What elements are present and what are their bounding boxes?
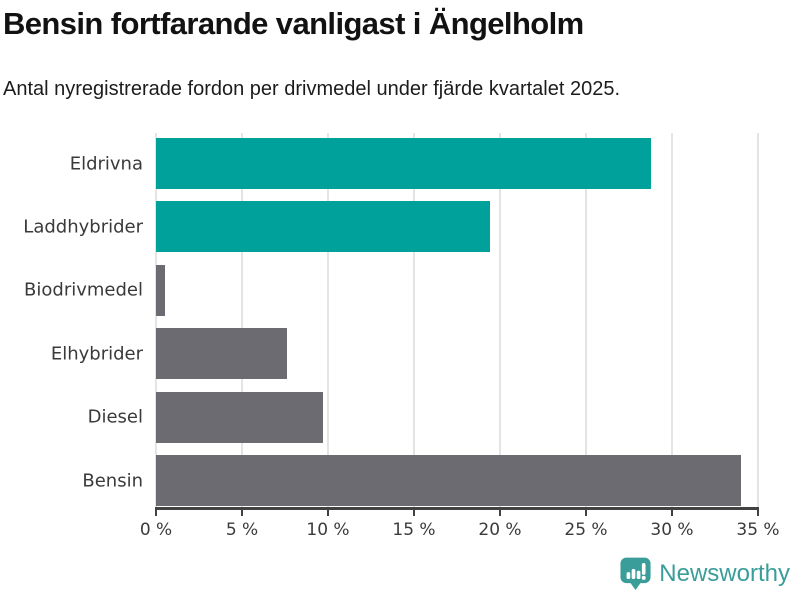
x-axis-tick-label: 0 %	[139, 520, 173, 540]
x-axis-tick-label: 30 %	[650, 520, 694, 540]
bar	[156, 328, 287, 380]
category-label: Biodrivmedel	[24, 279, 143, 301]
newsworthy-brand-text: Newsworthy	[659, 560, 790, 587]
x-axis-tick	[499, 510, 501, 516]
gridline	[757, 133, 759, 507]
x-axis-line	[155, 507, 759, 510]
x-axis-tick	[241, 510, 243, 516]
category-label: Elhybrider	[50, 343, 143, 365]
gridline	[327, 133, 329, 507]
x-axis-tick-label: 5 %	[225, 520, 259, 540]
x-axis-tick-label: 10 %	[306, 520, 350, 540]
bar	[156, 391, 323, 443]
bar	[156, 455, 741, 506]
category-label: Diesel	[87, 406, 143, 428]
category-label: Laddhybrider	[23, 216, 143, 238]
gridline	[413, 133, 415, 507]
x-axis-tick-label: 15 %	[392, 520, 436, 540]
x-axis-tick-label: 35 %	[736, 520, 780, 540]
bar	[156, 264, 165, 316]
x-axis-tick	[155, 510, 157, 516]
x-axis-tick	[585, 510, 587, 516]
x-axis-tick	[757, 510, 759, 516]
gridline	[671, 133, 673, 507]
x-axis-tick	[327, 510, 329, 516]
bar	[156, 201, 490, 253]
chart-title: Bensin fortfarande vanligast i Ängelholm	[3, 6, 584, 41]
x-axis-tick-label: 20 %	[478, 520, 522, 540]
chart-subtitle: Antal nyregistrerade fordon per drivmede…	[3, 78, 621, 100]
newsworthy-logo: Newsworthy	[620, 557, 790, 591]
category-label: Bensin	[82, 470, 143, 491]
gridline	[585, 133, 587, 507]
bar	[156, 138, 652, 189]
category-label: Eldrivna	[69, 153, 143, 174]
x-axis-tick	[413, 510, 415, 516]
gridline	[499, 133, 501, 507]
newsworthy-icon	[620, 557, 651, 591]
bar-chart-plot: Eldrivna Laddhybrider Biodrivmedel Elhybrid…	[23, 133, 780, 540]
gridline	[241, 133, 243, 507]
gridline	[155, 133, 157, 507]
x-axis-tick-label: 25 %	[564, 520, 608, 540]
x-axis-tick	[671, 510, 673, 516]
